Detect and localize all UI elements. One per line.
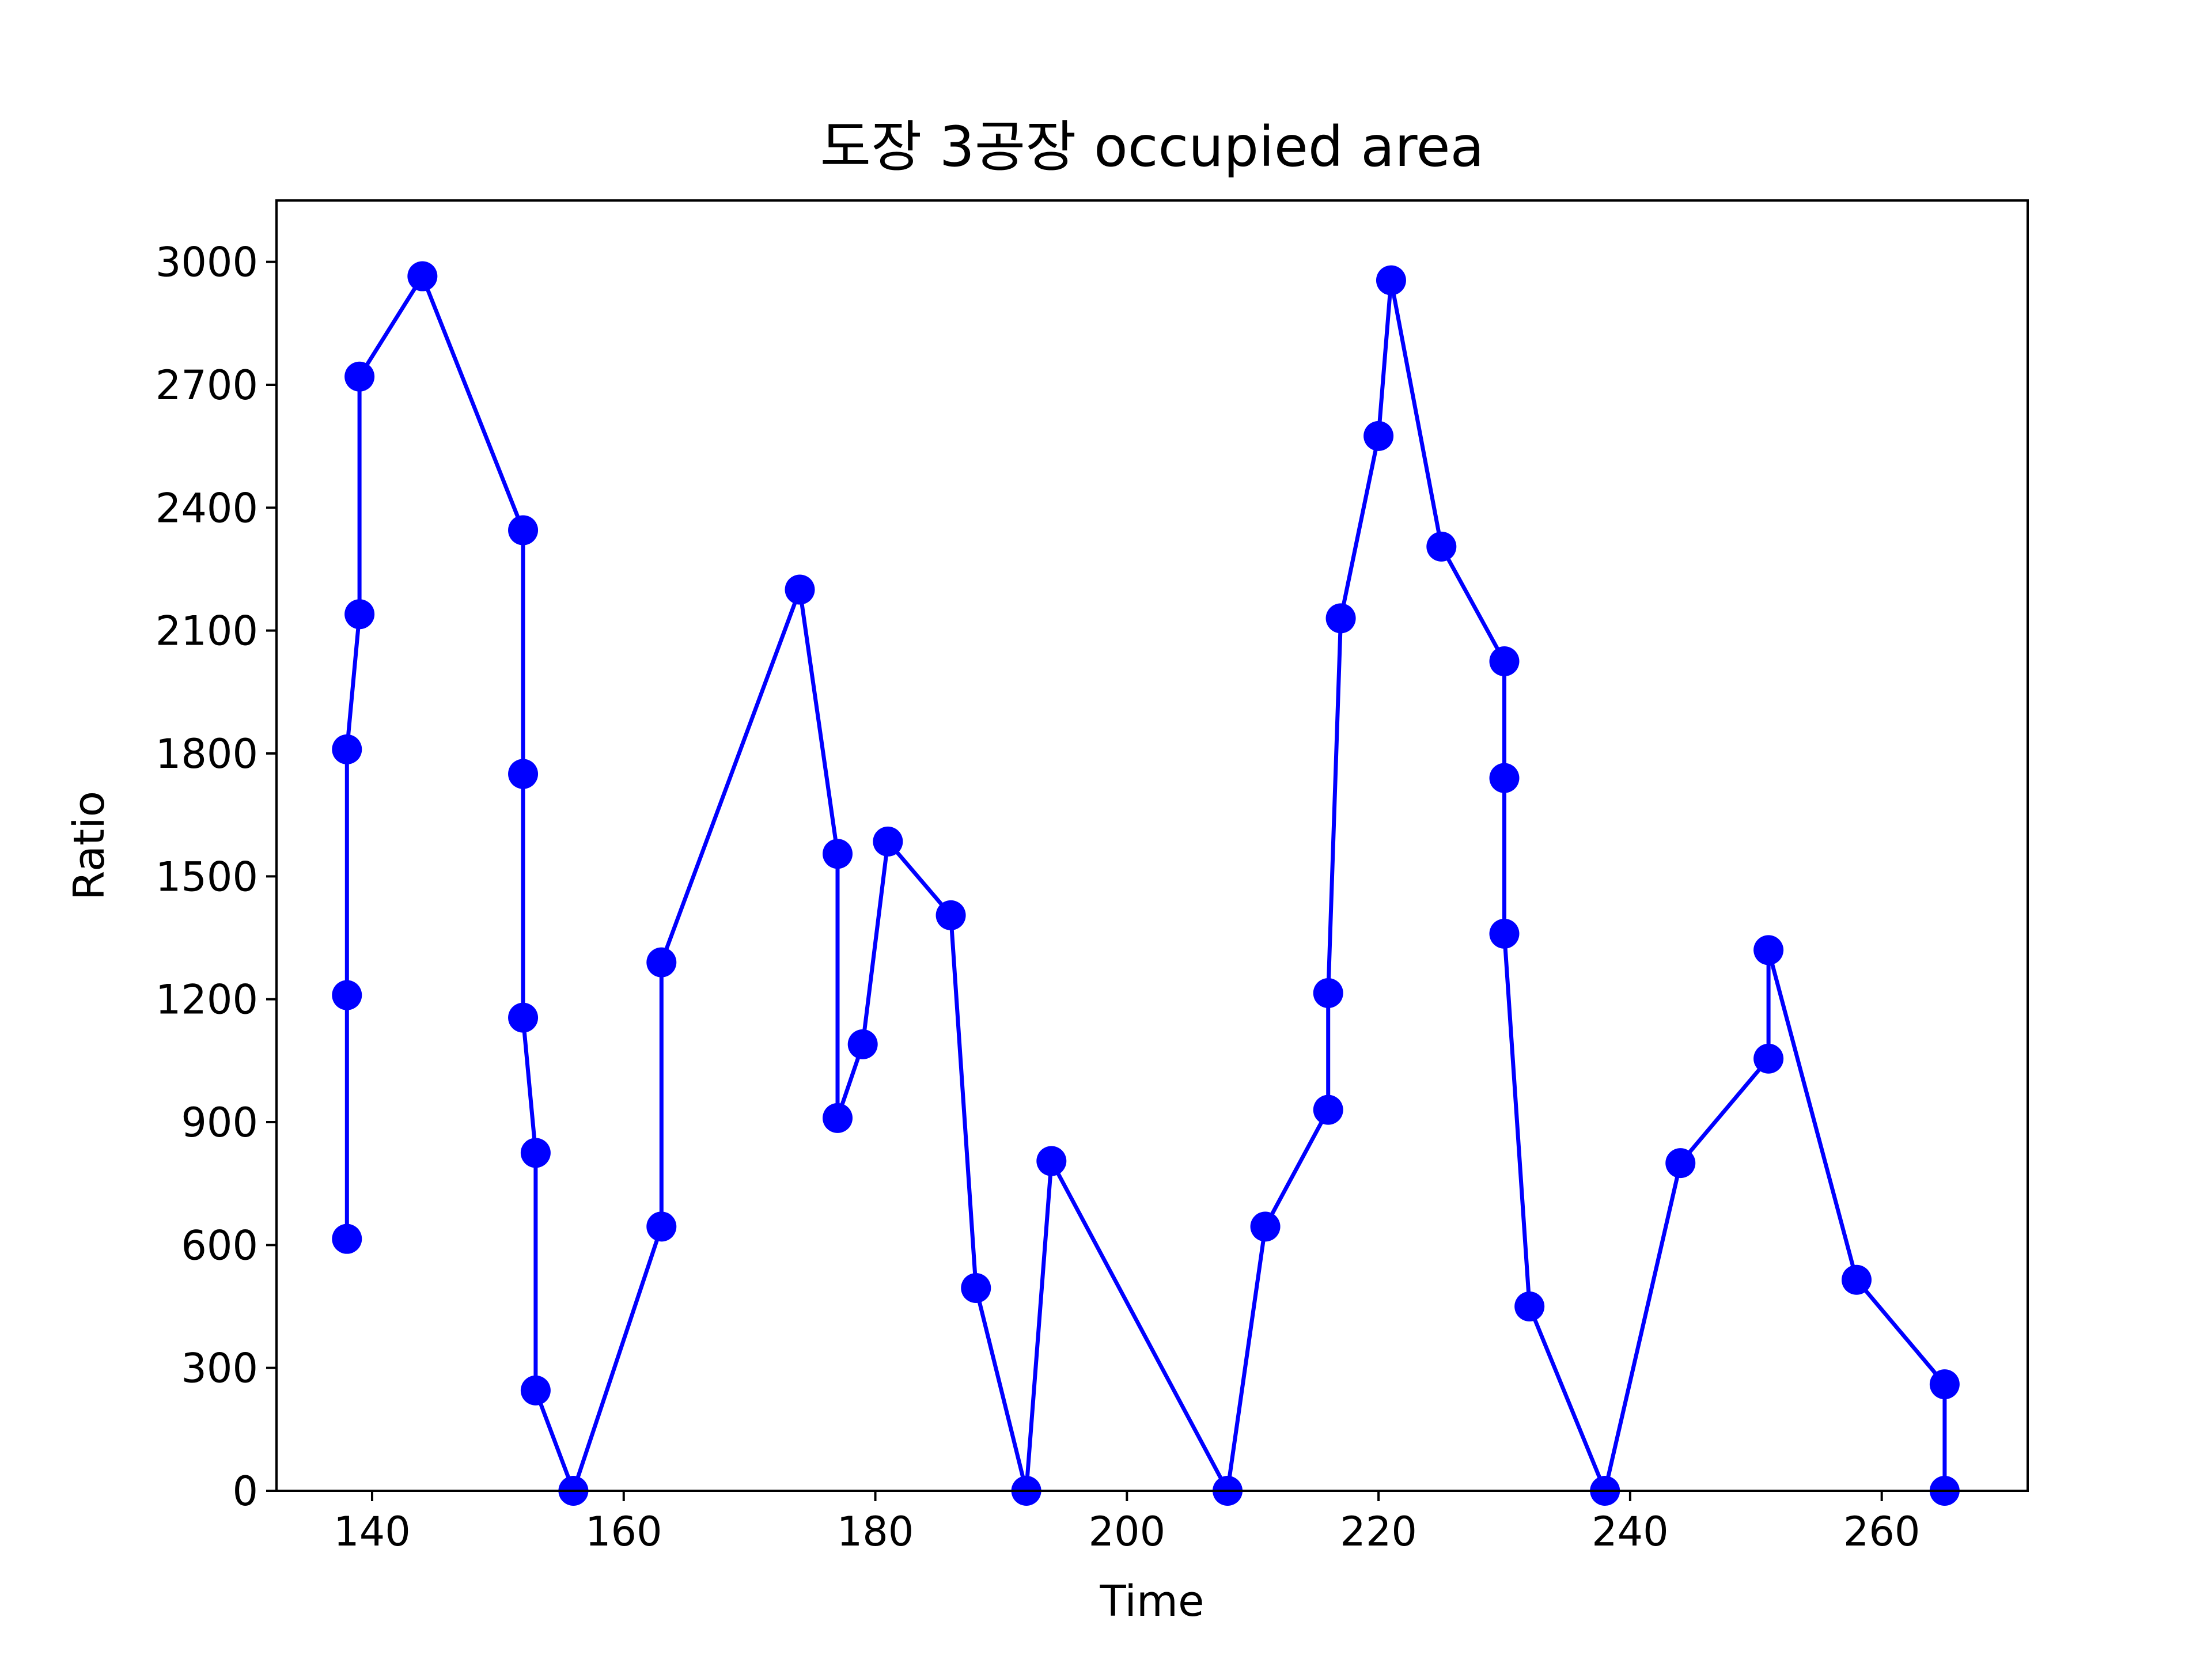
x-tick-label: 160 [585, 1508, 662, 1555]
x-axis: 140 160 180 200 220 240 260 [334, 1491, 1920, 1555]
x-tick-label: 240 [1592, 1508, 1669, 1555]
y-tick-label: 1800 [156, 730, 258, 778]
plot-area [332, 261, 1960, 1506]
chart-title: 도장 3공장 occupied area [820, 115, 1484, 179]
data-point [332, 734, 362, 764]
data-point [344, 599, 375, 630]
data-point [1325, 603, 1356, 634]
y-tick-label: 2100 [156, 608, 258, 655]
data-point [1313, 978, 1343, 1008]
y-axis-title: Ratio [65, 791, 114, 900]
data-point [344, 361, 375, 392]
y-tick-label: 300 [181, 1345, 258, 1392]
x-tick-label: 140 [334, 1508, 411, 1555]
data-point [1753, 935, 1784, 965]
data-point [508, 759, 539, 789]
data-point [332, 980, 362, 1010]
x-tick-label: 200 [1089, 1508, 1166, 1555]
data-point [1376, 265, 1406, 296]
y-tick-label: 900 [181, 1099, 258, 1146]
data-point [823, 1103, 853, 1133]
data-point [847, 1029, 878, 1059]
data-point [1036, 1146, 1067, 1176]
data-point [332, 1224, 362, 1254]
data-point [935, 900, 966, 930]
data-point [1363, 421, 1394, 451]
y-tick-label: 2400 [156, 484, 258, 532]
y-tick-label: 1200 [156, 976, 258, 1024]
data-point [1313, 1094, 1343, 1125]
y-tick-label: 2700 [156, 362, 258, 409]
x-axis-title: Time [1099, 1577, 1204, 1626]
data-point [1665, 1148, 1696, 1179]
data-point [646, 1211, 677, 1242]
data-point [1489, 763, 1520, 793]
data-point [873, 826, 903, 857]
data-point [508, 1002, 539, 1033]
y-tick-label: 0 [232, 1468, 258, 1515]
data-point [508, 515, 539, 546]
x-tick-label: 220 [1340, 1508, 1417, 1555]
data-point [520, 1138, 551, 1168]
data-point [961, 1273, 991, 1303]
x-tick-label: 260 [1843, 1508, 1921, 1555]
data-point [1841, 1264, 1872, 1295]
data-point [646, 947, 677, 978]
y-tick-label: 3000 [156, 239, 258, 286]
data-point [1250, 1211, 1281, 1242]
x-tick-label: 180 [837, 1508, 914, 1555]
data-point [823, 839, 853, 869]
data-point [1489, 918, 1520, 949]
y-axis: 0 300 600 900 1200 1500 1800 2100 2400 2700 3000 [156, 239, 276, 1515]
series-line [344, 274, 1947, 1493]
y-tick-label: 1500 [156, 853, 258, 900]
data-point [407, 261, 438, 291]
data-point [1489, 646, 1520, 676]
data-point [1929, 1369, 1960, 1400]
data-point [1753, 1043, 1784, 1074]
data-point [1514, 1291, 1545, 1321]
data-point [520, 1375, 551, 1406]
plot-frame [275, 199, 2029, 1492]
y-tick-label: 600 [181, 1222, 258, 1269]
data-point [785, 574, 815, 605]
data-point [1426, 531, 1457, 562]
